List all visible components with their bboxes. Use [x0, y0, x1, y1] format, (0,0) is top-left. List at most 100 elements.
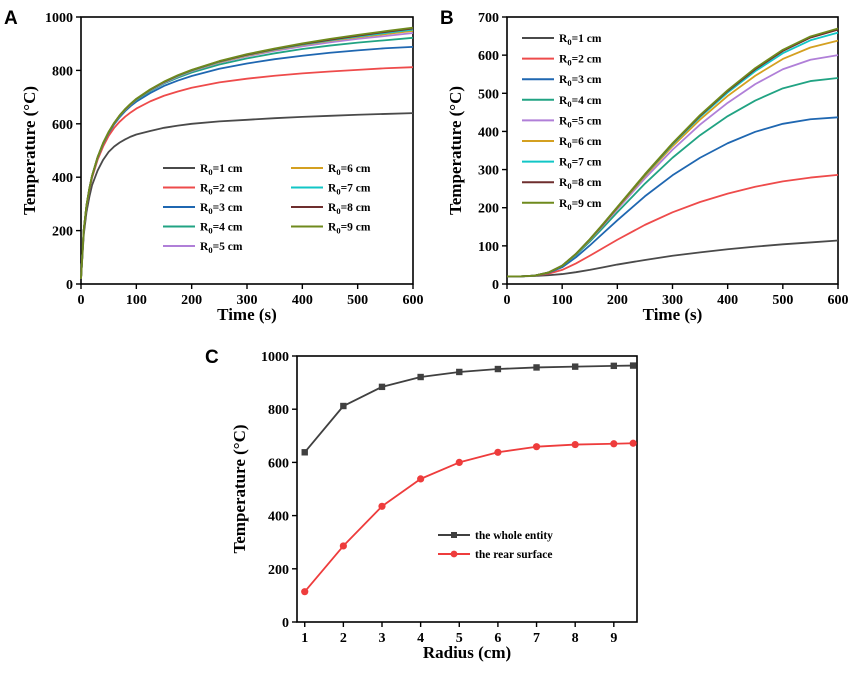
legend-label: R0=2 cm: [559, 54, 602, 68]
panel-letter: C: [205, 347, 219, 368]
legend-item: R0=9 cm: [291, 222, 371, 236]
legend-item: R0=3 cm: [163, 202, 243, 216]
legend: R0=1 cm R0=2 cm R0=3 cm R0=4 cm R0=5 cm R0=6 …: [163, 163, 371, 255]
data-point: [456, 368, 463, 376]
legend: the whole entity the rear surface: [438, 530, 553, 561]
legend-label: R0=8 cm: [328, 202, 371, 216]
x-tick-label: 200: [181, 293, 202, 308]
data-point: [494, 365, 502, 373]
data-point: [301, 449, 308, 456]
y-tick-label: 0: [66, 278, 73, 293]
x-tick-label: 0: [504, 293, 511, 308]
panel-b: B 0 100 200 300 400 500 600 0 100 200 300 400 500 600 7…: [440, 8, 849, 324]
legend-label: R0=1 cm: [200, 163, 243, 177]
data-point: [533, 364, 540, 371]
data-point: [301, 588, 309, 596]
series-line: [304, 364, 634, 453]
y-tick-label: 800: [52, 64, 73, 79]
legend-label: the rear surface: [475, 549, 553, 561]
legend-label: R0=1 cm: [559, 33, 602, 47]
legend-label: R0=6 cm: [328, 163, 371, 177]
y-axis-title: Temperature (°C): [20, 86, 39, 215]
legend-item: R0=1 cm: [522, 33, 602, 47]
legend-label: the whole entity: [475, 530, 553, 542]
series-line: [507, 31, 839, 278]
x-tick-label: 0: [78, 293, 85, 308]
series-line: [304, 442, 634, 593]
x-axis-title: Radius (cm): [423, 643, 511, 662]
legend-label: R0=8 cm: [559, 177, 602, 191]
x-tick-label: 6: [494, 631, 501, 646]
y-tick-label: 200: [52, 225, 73, 240]
y-tick-label: 0: [492, 278, 499, 293]
legend-label: R0=4 cm: [559, 95, 602, 109]
y-tick-label: 1000: [261, 350, 289, 365]
series-line: [80, 36, 414, 279]
x-tick-label: 7: [533, 631, 540, 646]
data-point: [629, 439, 637, 447]
series-line: [507, 27, 839, 278]
y-tick-label: 400: [52, 171, 73, 186]
legend-item: R0=8 cm: [522, 177, 602, 191]
series-line: [80, 27, 414, 279]
series-line: [507, 239, 839, 278]
x-tick-label: 1: [301, 631, 308, 646]
legend-label: R0=7 cm: [559, 157, 602, 171]
x-tick-label: 300: [662, 293, 683, 308]
y-tick-label: 1000: [45, 11, 73, 26]
legend: R0=1 cm R0=2 cm R0=3 cm R0=4 cm R0=5 cm R0=6 …: [522, 33, 602, 212]
x-tick-label: 200: [607, 293, 628, 308]
legend-item: R0=1 cm: [163, 163, 243, 177]
data-point: [610, 362, 618, 370]
plot-frame: [296, 355, 638, 623]
y-tick-label: 200: [478, 202, 499, 217]
legend-label: R0=9 cm: [328, 222, 371, 236]
legend-item: R0=8 cm: [291, 202, 371, 216]
legend-label: R0=5 cm: [559, 115, 602, 129]
legend-item: the whole entity: [438, 530, 553, 542]
legend-item: R0=5 cm: [522, 115, 602, 129]
data-point: [378, 502, 386, 510]
legend-item: R0=6 cm: [291, 163, 371, 177]
x-tick-label: 300: [237, 293, 258, 308]
legend-label: R0=4 cm: [200, 222, 243, 236]
legend-item: R0=3 cm: [522, 74, 602, 88]
series-line: [80, 29, 414, 279]
x-tick-label: 100: [126, 293, 147, 308]
series-line: [507, 174, 839, 278]
y-tick-label: 300: [478, 164, 499, 179]
x-tick-label: 400: [717, 293, 738, 308]
x-tick-label: 600: [828, 293, 849, 308]
x-tick-label: 5: [456, 631, 463, 646]
y-tick-label: 600: [268, 456, 289, 471]
legend-item: the rear surface: [438, 549, 553, 561]
data-point: [571, 440, 579, 449]
y-tick-label: 600: [52, 118, 73, 133]
y-axis-title: Temperature (°C): [446, 86, 465, 215]
x-tick-label: 500: [347, 293, 368, 308]
series-line: [507, 77, 839, 278]
x-tick-label: 500: [772, 293, 793, 308]
series-line: [80, 26, 414, 279]
panel-letter: B: [440, 8, 454, 29]
legend-item: R0=5 cm: [163, 241, 243, 255]
legend-item: R0=7 cm: [522, 157, 602, 171]
data-point: [571, 363, 579, 370]
panel-c: C 1 2 3 4 5 6 7 8 9 0 200 400 600 800 1000 Radius (cm) Te…: [205, 347, 638, 662]
series-line: [507, 116, 839, 278]
data-point: [378, 383, 386, 391]
legend-marker: [451, 532, 457, 538]
panel-letter: A: [4, 8, 18, 29]
y-tick-label: 100: [478, 240, 499, 255]
legend-item: R0=2 cm: [522, 54, 602, 68]
x-tick-label: 9: [610, 631, 617, 646]
y-tick-label: 800: [268, 403, 289, 418]
legend-label: R0=7 cm: [328, 183, 371, 197]
data-point: [610, 440, 618, 448]
series-line: [80, 28, 414, 279]
legend-label: R0=3 cm: [200, 202, 243, 216]
y-tick-label: 700: [478, 11, 499, 26]
legend-marker: [450, 550, 458, 558]
y-tick-label: 400: [478, 125, 499, 140]
